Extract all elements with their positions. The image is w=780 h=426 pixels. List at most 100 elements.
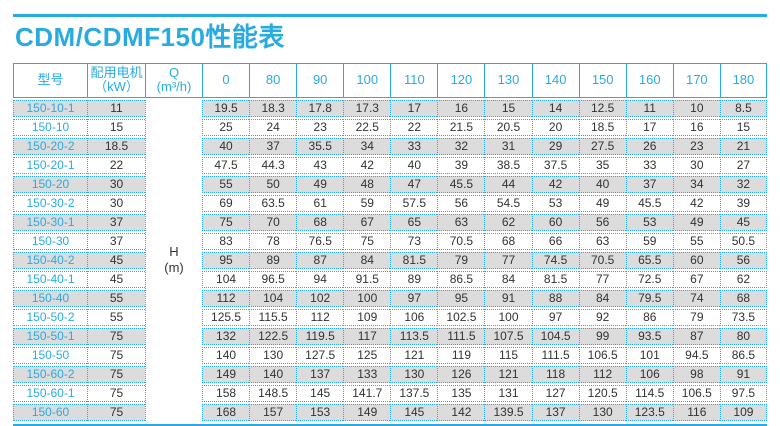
- motor-kw-cell: 18.5: [87, 137, 145, 155]
- head-value-cell: 106.5: [578, 346, 626, 364]
- head-value-cell: 45.5: [437, 175, 485, 193]
- head-value-cell: 114.5: [625, 384, 673, 402]
- model-cell: 150-40-1: [13, 270, 87, 288]
- head-value-cell: 95: [437, 289, 485, 307]
- head-value-cell: 74: [672, 289, 720, 307]
- head-value-cell: 104: [249, 289, 297, 307]
- head-value-cell: 12.5: [578, 99, 626, 117]
- head-value-cell: 89: [390, 270, 438, 288]
- head-value-cell: 142: [437, 403, 485, 421]
- table-header-row: 型号 配用电机 （kW） Q (m³/h) 0 80 90 100 110 120 130 1…: [13, 62, 767, 98]
- head-value-cell: 168: [202, 403, 250, 421]
- head-value-cell: 111.5: [531, 346, 579, 364]
- head-value-cell: 141.7: [343, 384, 391, 402]
- head-value-cell: 17: [390, 99, 438, 117]
- model-cell: 150-10-1: [13, 99, 87, 117]
- motor-kw-cell: 15: [87, 118, 145, 136]
- head-value-cell: 80: [719, 327, 767, 345]
- model-cell: 150-20: [13, 175, 87, 193]
- head-value-cell: 18.5: [578, 118, 626, 136]
- head-value-cell: 77: [484, 251, 532, 269]
- model-cell: 150-60-2: [13, 365, 87, 383]
- header-flow-150: 150: [578, 62, 626, 98]
- head-value-cell: 26: [625, 137, 673, 155]
- head-value-cell: 95: [202, 251, 250, 269]
- head-value-cell: 14: [531, 99, 579, 117]
- table-row-150-60: 150-60 75 168 157 153 149 145 142 139.5 137 130 123…: [13, 403, 767, 421]
- head-value-cell: 68: [296, 213, 344, 231]
- head-value-cell: 56: [578, 213, 626, 231]
- head-value-cell: 33: [625, 156, 673, 174]
- head-value-cell: 17.3: [343, 99, 391, 117]
- head-value-cell: 81.5: [531, 270, 579, 288]
- head-value-cell: 109: [343, 308, 391, 326]
- head-value-cell: 53: [625, 213, 673, 231]
- motor-kw-cell: 75: [87, 327, 145, 345]
- head-value-cell: 29: [531, 137, 579, 155]
- head-value-cell: 34: [672, 175, 720, 193]
- head-value-cell: 125.5: [202, 308, 250, 326]
- head-value-cell: 48: [343, 175, 391, 193]
- head-value-cell: 120.5: [578, 384, 626, 402]
- head-value-cell: 87: [672, 327, 720, 345]
- head-value-cell: 78: [249, 232, 297, 250]
- head-value-cell: 32: [437, 137, 485, 155]
- header-flow-90: 90: [296, 62, 344, 98]
- head-value-cell: 55: [672, 232, 720, 250]
- head-value-cell: 17.8: [296, 99, 344, 117]
- head-value-cell: 100: [484, 308, 532, 326]
- head-value-cell: 145: [296, 384, 344, 402]
- head-value-cell: 83: [202, 232, 250, 250]
- head-value-cell: 67: [343, 213, 391, 231]
- head-value-cell: 35: [578, 156, 626, 174]
- head-value-cell: 61: [296, 194, 344, 212]
- head-value-cell: 59: [625, 232, 673, 250]
- header-motor-line2: （kW）: [94, 79, 139, 95]
- head-value-cell: 42: [531, 175, 579, 193]
- head-value-cell: 115.5: [249, 308, 297, 326]
- top-divider: [13, 14, 767, 17]
- header-flow-100: 100: [343, 62, 391, 98]
- head-value-cell: 113.5: [390, 327, 438, 345]
- head-value-cell: 70: [249, 213, 297, 231]
- head-value-cell: 97: [531, 308, 579, 326]
- head-value-cell: 60: [672, 251, 720, 269]
- header-motor-line1: 配用电机: [90, 65, 143, 81]
- head-value-cell: 30: [672, 156, 720, 174]
- head-value-cell: 149: [343, 403, 391, 421]
- head-value-cell: 117: [343, 327, 391, 345]
- bottom-divider: [13, 423, 767, 426]
- head-value-cell: 112: [202, 289, 250, 307]
- head-value-cell: 49: [672, 213, 720, 231]
- head-value-cell: 86.5: [437, 270, 485, 288]
- head-value-cell: 20.5: [484, 118, 532, 136]
- head-value-cell: 140: [249, 365, 297, 383]
- header-flow-80: 80: [249, 62, 297, 98]
- head-value-cell: 42: [343, 156, 391, 174]
- head-value-cell: 76.5: [296, 232, 344, 250]
- motor-kw-cell: 30: [87, 194, 145, 212]
- head-value-cell: 132: [202, 327, 250, 345]
- head-value-cell: 79: [672, 308, 720, 326]
- table-row-150-20: 150-20 30 55 50 49 48 47 45.5 44 42 40 37 34 32: [13, 175, 767, 193]
- table-row-150-60-2: 150-60-2 75 149 140 137 133 130 126 121 118 112 106…: [13, 365, 767, 383]
- head-value-cell: 140: [202, 346, 250, 364]
- head-value-cell: 149: [202, 365, 250, 383]
- head-value-cell: 17: [625, 118, 673, 136]
- head-value-cell: 37.5: [531, 156, 579, 174]
- head-value-cell: 70.5: [437, 232, 485, 250]
- head-value-cell: 65: [390, 213, 438, 231]
- head-value-cell: 66: [531, 232, 579, 250]
- head-value-cell: 73: [390, 232, 438, 250]
- header-flow-160: 160: [625, 62, 673, 98]
- header-flow-120: 120: [437, 62, 485, 98]
- head-value-cell: 50: [249, 175, 297, 193]
- table-row-150-50-1: 150-50-1 75 132 122.5 119.5 117 113.5 111.5 107.…: [13, 327, 767, 345]
- head-value-cell: 16: [672, 118, 720, 136]
- model-cell: 150-30-2: [13, 194, 87, 212]
- head-value-cell: 60: [531, 213, 579, 231]
- head-value-cell: 18.3: [249, 99, 297, 117]
- head-value-cell: 118: [531, 365, 579, 383]
- head-value-cell: 86: [625, 308, 673, 326]
- head-value-cell: 93.5: [625, 327, 673, 345]
